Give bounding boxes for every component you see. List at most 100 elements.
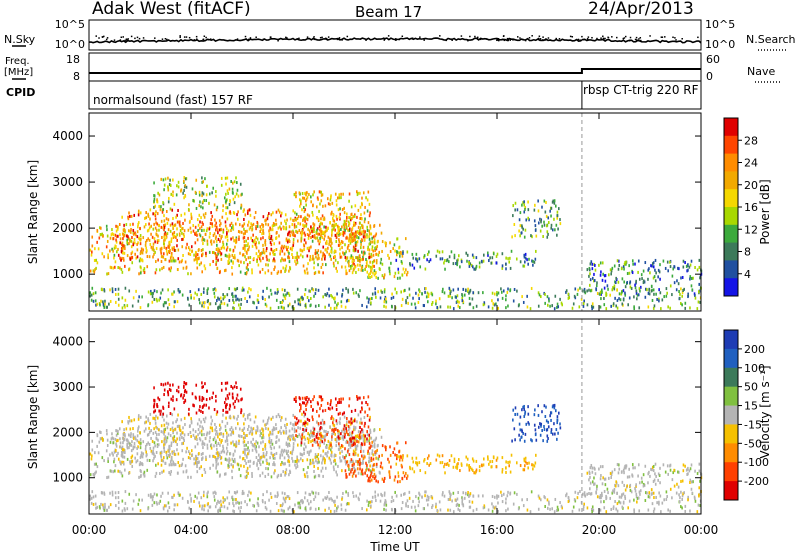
velocity-cell: [152, 449, 154, 453]
power-cell: [191, 187, 194, 191]
power-cell: [688, 265, 691, 269]
velocity-cell: [332, 431, 335, 435]
power-cell: [352, 291, 355, 295]
velocity-cell: [267, 427, 270, 431]
power-cell: [341, 246, 343, 250]
power-cell: [270, 234, 273, 238]
power-cell: [589, 289, 592, 293]
power-cell: [285, 293, 287, 297]
velocity-cell: [297, 426, 299, 430]
power-cell: [289, 267, 292, 271]
power-cell: [114, 292, 117, 296]
velocity-cell: [107, 475, 110, 479]
power-cell: [262, 223, 265, 227]
velocity-cell: [673, 484, 676, 488]
velocity-cell: [311, 434, 314, 438]
velocity-cell: [220, 456, 223, 460]
power-cell: [173, 231, 176, 235]
power-cell: [112, 233, 115, 237]
power-cell: [361, 223, 363, 227]
power-cell: [369, 272, 372, 276]
velocity-cell: [331, 428, 333, 432]
power-cell: [160, 225, 163, 229]
power-cell: [291, 245, 294, 249]
power-cell: [623, 280, 625, 284]
power-cell: [345, 287, 347, 291]
power-cell: [176, 220, 179, 224]
power-cell: [243, 244, 246, 248]
velocity-cell: [278, 438, 280, 442]
power-cell: [472, 255, 475, 259]
velocity-cell: [501, 470, 504, 474]
velocity-cell: [523, 439, 526, 443]
power-cell: [362, 235, 365, 239]
power-cell: [328, 237, 331, 241]
power-cell: [466, 253, 469, 257]
power-cell: [346, 236, 349, 240]
power-cell: [351, 226, 354, 230]
power-cell: [129, 239, 131, 243]
power-cell: [275, 236, 278, 240]
velocity-cell: [209, 436, 211, 440]
power-cell: [163, 214, 165, 218]
velocity-cell: [195, 460, 198, 464]
power-cell: [249, 213, 252, 217]
power-cell: [686, 269, 688, 273]
power-cell: [285, 264, 288, 268]
power-cell: [547, 221, 550, 225]
power-cell: [652, 288, 655, 292]
power-cell: [600, 292, 602, 296]
power-cell: [177, 248, 180, 252]
velocity-cell: [151, 451, 154, 455]
velocity-cell: [203, 420, 206, 424]
velocity-cell: [406, 474, 409, 478]
power-cell: [387, 253, 389, 257]
power-cell: [642, 269, 645, 273]
velocity-cell: [268, 416, 270, 420]
velocity-cell: [345, 440, 347, 444]
velocity-cell: [148, 426, 150, 430]
power-cell: [226, 217, 229, 221]
velocity-cell: [182, 470, 185, 474]
power-cell: [265, 218, 267, 222]
power-cell: [368, 242, 371, 246]
velocity-cell: [215, 443, 218, 447]
velocity-cell: [555, 428, 558, 432]
power-cell: [236, 188, 239, 192]
power-cell: [173, 234, 176, 238]
velocity-cell: [283, 448, 286, 452]
power-cell: [357, 208, 360, 212]
velocity-cell: [296, 435, 299, 439]
velocity-cell: [288, 455, 290, 459]
power-cell: [231, 187, 234, 191]
power-cell: [203, 305, 205, 309]
power-cell: [295, 212, 298, 216]
power-cell: [652, 306, 655, 310]
power-cell: [256, 224, 259, 228]
velocity-cell: [371, 440, 373, 444]
power-cell: [490, 261, 493, 265]
velocity-cell: [201, 457, 203, 461]
velocity-cell: [249, 459, 252, 463]
power-cell: [182, 254, 184, 258]
power-cell: [632, 262, 634, 266]
velocity-cell: [305, 426, 308, 430]
power-cell: [220, 257, 223, 261]
noise-search-dot: [161, 38, 164, 40]
noise-search-dot: [602, 37, 605, 40]
power-cell: [172, 194, 174, 198]
power-cell: [122, 234, 125, 238]
power-cell: [633, 307, 636, 311]
power-cell: [190, 230, 192, 234]
power-cell: [349, 264, 352, 268]
power-cell: [175, 215, 177, 219]
velocity-cell: [217, 453, 219, 457]
velocity-cell: [178, 426, 181, 430]
power-cell: [121, 296, 124, 300]
power-cell: [276, 271, 279, 275]
power-cell: [267, 263, 269, 267]
velocity-cell: [220, 381, 223, 385]
freq-right-tick-top: 60: [706, 53, 720, 66]
power-cell: [438, 297, 441, 301]
power-cell: [281, 257, 283, 261]
